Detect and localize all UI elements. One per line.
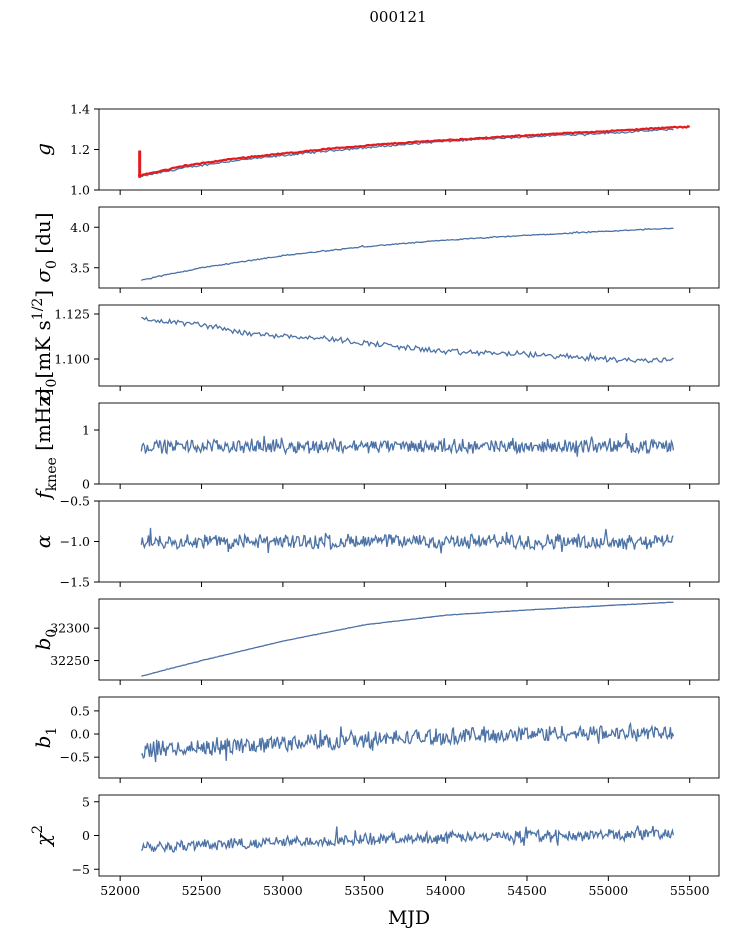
x-tick-label: 53500 [344, 883, 384, 898]
axes-frame [98, 598, 720, 681]
y-tick-label: 4.0 [70, 220, 90, 235]
series-line-gain fit [138, 128, 674, 178]
panel-5: −1.5 −1.0 −0.5 α [31, 494, 720, 590]
series-line-gain [137, 125, 691, 177]
y-axis-label: α [31, 534, 55, 548]
series-line-fknee [140, 433, 675, 457]
panel-8: −5 0 5 52000 52500 53000 53500 54000 54500 55000 5… [30, 794, 720, 929]
y-axis-label: χ2​ [30, 825, 55, 848]
x-tick-label: 55500 [670, 883, 710, 898]
series-line-alpha [140, 527, 674, 554]
series-line-sigma0_du [140, 227, 674, 281]
y-tick-label: 1.125 [54, 307, 90, 322]
axes-frame [98, 108, 720, 191]
y-tick-label: 1.100 [54, 352, 90, 367]
y-axis-label: b1​ [31, 727, 60, 749]
series-line-sigma0_mK [141, 316, 674, 364]
panel-2: 3.5 4.0 σ0​ [du] [31, 206, 720, 293]
y-axis-label: fknee​ [mHz] [31, 388, 60, 500]
y-axis-label: g [31, 143, 55, 156]
y-tick-label: 0.0 [70, 727, 90, 742]
y-tick-label: 1.4 [70, 102, 90, 117]
figure-suptitle: 000121 [369, 8, 426, 26]
y-tick-label: 1 [82, 423, 90, 438]
panel-4: 0 1 fknee​ [mHz] [31, 388, 720, 501]
series-line-b0 [141, 601, 674, 677]
x-tick-label: 52000 [100, 883, 140, 898]
y-tick-label: 32300 [50, 621, 90, 636]
x-axis-label: MJD [388, 907, 430, 929]
y-tick-label: 1.0 [70, 183, 90, 198]
y-tick-label: 3.5 [70, 260, 90, 275]
series-line-b1 [140, 721, 675, 763]
axes-frame [98, 206, 720, 289]
x-tick-label: 53000 [263, 883, 303, 898]
y-tick-label: 1.2 [70, 142, 90, 157]
x-tick-label: 55000 [588, 883, 628, 898]
y-tick-label: 32250 [50, 653, 90, 668]
axes-frame [98, 500, 720, 583]
y-axis-label: σ0​[mK s1/2​] [30, 290, 60, 401]
y-tick-label: −1.0 [60, 534, 90, 549]
axes-frame [98, 402, 720, 485]
x-tick-label: 54500 [507, 883, 547, 898]
x-tick-label: 54000 [426, 883, 466, 898]
y-tick-label: 0.5 [70, 703, 90, 718]
y-tick-label: 0 [82, 477, 90, 492]
y-tick-label: −5 [72, 862, 90, 877]
axes-frame [98, 304, 720, 387]
y-axis-label: σ0​ [du] [31, 212, 60, 282]
axes-frame [98, 696, 720, 779]
y-tick-label: −0.5 [60, 494, 90, 509]
panel-7: −0.5 0.0 0.5 b1​ [31, 696, 720, 783]
y-tick-label: 5 [82, 794, 90, 809]
panel-1: 1.0 1.2 1.4 g [31, 102, 720, 198]
series-line-chi2 [140, 825, 675, 854]
y-tick-label: −1.5 [60, 575, 90, 590]
y-tick-label: 0 [82, 828, 90, 843]
panels: 1.0 1.2 1.4 g 3.5 4.0 σ0​ [du] 1.100 1.125σ0​[mK… [30, 102, 720, 929]
y-tick-label: −0.5 [60, 750, 90, 765]
x-tick-label: 52500 [182, 883, 222, 898]
y-axis-label: b0​ [31, 629, 60, 651]
